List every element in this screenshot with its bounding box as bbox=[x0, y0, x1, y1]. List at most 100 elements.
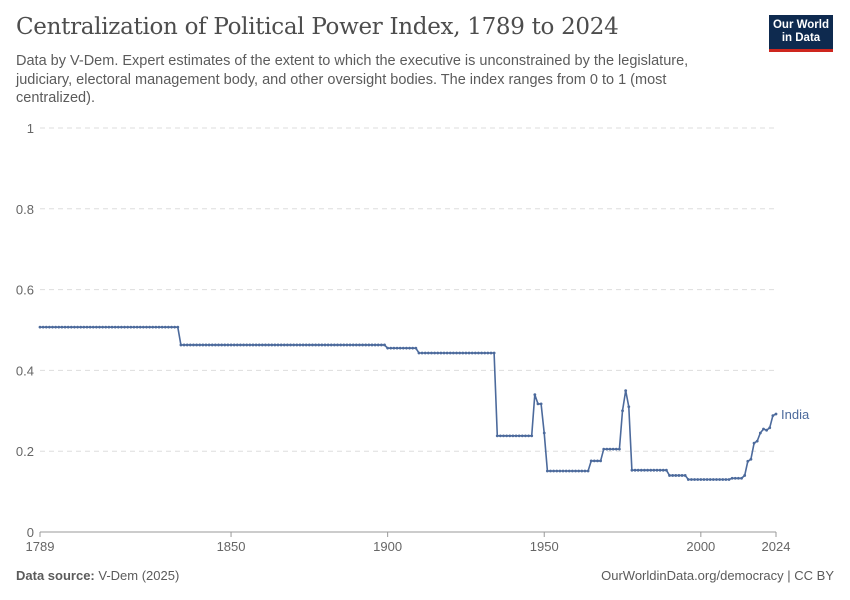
data-point bbox=[358, 343, 361, 347]
data-point bbox=[354, 343, 358, 347]
data-point bbox=[141, 325, 145, 329]
data-point bbox=[592, 459, 596, 463]
data-point bbox=[392, 346, 396, 350]
data-point bbox=[408, 346, 411, 350]
data-point bbox=[414, 346, 418, 350]
data-point bbox=[170, 325, 173, 329]
data-point bbox=[489, 351, 493, 355]
data-point bbox=[545, 469, 549, 473]
data-point bbox=[727, 478, 731, 481]
chart-subtitle: Data by V-Dem. Expert estimates of the e… bbox=[16, 53, 689, 106]
data-point bbox=[674, 474, 678, 477]
data-point bbox=[599, 459, 603, 463]
data-point bbox=[417, 351, 421, 355]
data-point bbox=[430, 351, 433, 355]
data-point bbox=[630, 468, 634, 472]
data-point bbox=[38, 325, 42, 329]
data-point bbox=[464, 351, 468, 355]
data-point bbox=[57, 325, 61, 329]
data-point bbox=[473, 351, 477, 355]
data-point bbox=[116, 325, 120, 329]
data-point bbox=[242, 343, 245, 347]
data-point bbox=[160, 325, 164, 329]
data-point bbox=[226, 343, 230, 347]
data-point bbox=[549, 469, 552, 473]
data-point bbox=[502, 434, 505, 438]
source-label: Data source: bbox=[16, 568, 95, 583]
data-point bbox=[405, 346, 408, 350]
data-point bbox=[239, 343, 242, 347]
data-point bbox=[693, 478, 696, 481]
data-point bbox=[345, 343, 349, 347]
data-point bbox=[696, 478, 700, 481]
data-point bbox=[589, 459, 593, 463]
data-point bbox=[542, 431, 546, 435]
data-point bbox=[91, 325, 95, 329]
data-point bbox=[708, 478, 712, 481]
x-tick-label: 1900 bbox=[373, 539, 402, 554]
data-point bbox=[232, 343, 236, 347]
data-point bbox=[157, 325, 161, 329]
data-point bbox=[320, 343, 324, 347]
data-point bbox=[51, 325, 54, 329]
chart-title: Centralization of Political Power Index,… bbox=[16, 14, 619, 40]
data-point bbox=[289, 343, 292, 347]
data-point bbox=[524, 434, 527, 438]
logo-line2: in Data bbox=[781, 32, 821, 44]
data-point bbox=[655, 468, 659, 472]
data-point bbox=[304, 343, 308, 347]
data-point bbox=[76, 325, 79, 329]
footer-link[interactable]: OurWorldinData.org/democracy | CC BY bbox=[601, 568, 834, 583]
data-point bbox=[286, 343, 289, 347]
y-tick-label: 0.2 bbox=[16, 444, 34, 459]
data-point bbox=[608, 447, 612, 451]
data-point bbox=[480, 351, 483, 355]
data-point bbox=[69, 325, 73, 329]
data-point bbox=[533, 393, 537, 397]
data-point bbox=[386, 346, 390, 350]
data-point bbox=[82, 325, 86, 329]
data-point bbox=[564, 469, 568, 473]
data-point bbox=[314, 343, 318, 347]
y-tick-label: 0.8 bbox=[16, 202, 34, 217]
data-point bbox=[110, 325, 114, 329]
data-point bbox=[680, 474, 684, 477]
data-point bbox=[577, 469, 581, 473]
data-point bbox=[47, 325, 51, 329]
y-tick-label: 0.6 bbox=[16, 283, 34, 298]
data-point bbox=[307, 343, 311, 347]
data-point bbox=[373, 343, 377, 347]
data-point bbox=[724, 478, 728, 481]
data-point bbox=[633, 468, 637, 472]
data-point bbox=[41, 325, 45, 329]
data-point bbox=[768, 426, 772, 430]
data-point bbox=[495, 434, 499, 438]
data-point bbox=[664, 468, 668, 472]
data-point bbox=[260, 343, 264, 347]
data-point bbox=[574, 469, 577, 473]
data-point bbox=[711, 478, 715, 481]
owid-logo[interactable]: Our World in Data bbox=[769, 15, 833, 52]
data-point bbox=[411, 346, 415, 350]
data-point bbox=[755, 439, 759, 443]
series-label-india: India bbox=[781, 407, 810, 422]
data-point bbox=[758, 431, 762, 435]
data-point bbox=[743, 474, 747, 477]
data-point bbox=[426, 351, 430, 355]
data-point bbox=[668, 474, 671, 477]
data-point bbox=[448, 351, 452, 355]
data-point bbox=[508, 434, 512, 438]
data-point bbox=[683, 474, 687, 477]
x-tick-label: 1950 bbox=[530, 539, 559, 554]
data-point bbox=[126, 325, 130, 329]
data-point bbox=[627, 405, 631, 409]
data-point bbox=[63, 325, 67, 329]
data-point bbox=[536, 402, 540, 406]
data-point bbox=[762, 427, 765, 431]
data-point bbox=[458, 351, 462, 355]
data-point bbox=[376, 343, 380, 347]
data-point bbox=[333, 343, 336, 347]
data-point bbox=[279, 343, 283, 347]
data-point bbox=[749, 457, 753, 461]
data-point bbox=[561, 469, 565, 473]
